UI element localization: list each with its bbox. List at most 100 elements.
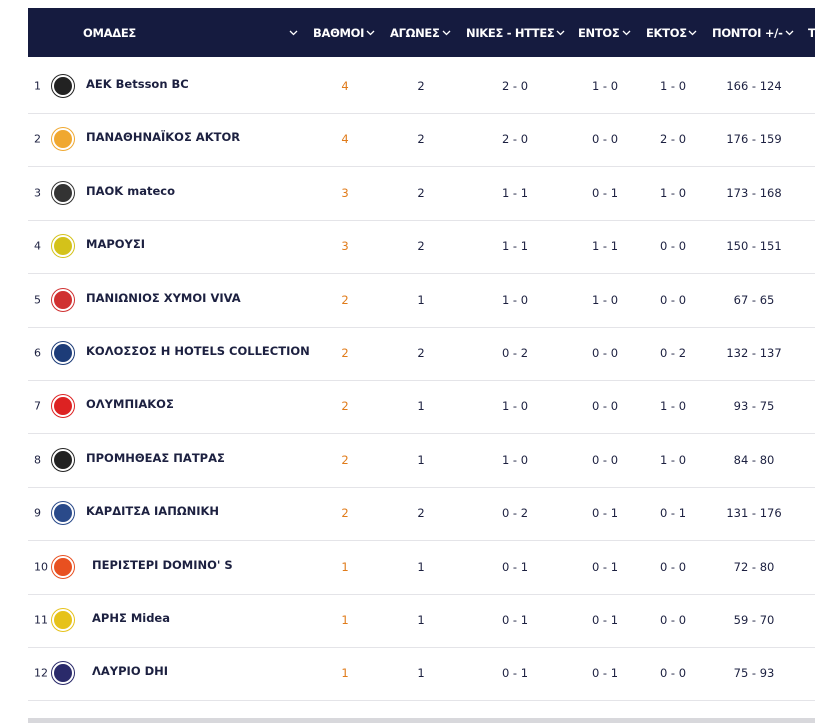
points: 2 [341,346,349,360]
stat: 0 - 1 [591,613,619,627]
rank: 2 [34,132,41,146]
rank: 11 [34,613,48,627]
column-header[interactable]: ΑΓΩΝΕΣ [390,26,440,40]
stat: 2 - 0 [659,132,687,147]
stat: 173 - 168 [726,185,782,200]
stat: 0 - 1 [591,185,619,200]
team-name[interactable]: ΟΛΥΜΠΙΑΚΟΣ [86,397,174,412]
scrollbar [28,718,815,723]
rank: 4 [34,239,41,253]
sort-chevron[interactable] [556,30,565,36]
sort-chevron[interactable] [366,30,375,36]
rank: 12 [34,666,48,680]
team-logo [52,555,74,578]
sort-chevron[interactable] [289,30,298,36]
team-name[interactable]: ΠΑΝΑΘΗΝΑΪΚΟΣ AKTOR [86,130,241,145]
stat: 131 - 176 [726,506,782,521]
stat: 1 [417,292,425,307]
sort-chevron[interactable] [785,30,794,36]
stat: 1 [417,613,425,627]
stat: 0 - 0 [591,346,619,360]
stat: 1 - 0 [591,79,619,93]
team-name[interactable]: ΑΡΗΣ Midea [92,611,170,625]
stat: 84 - 80 [733,452,775,467]
points: 3 [341,185,349,200]
rank: 6 [34,346,41,360]
points: 4 [341,132,349,147]
team-logo [52,181,74,204]
team-logo [52,288,74,311]
column-header[interactable]: ΠΟΝΤΟΙ +/- [712,26,783,40]
sort-chevron[interactable] [442,30,451,36]
stat: 67 - 65 [733,292,775,307]
stat: 0 - 0 [659,666,687,681]
row-divider [28,433,815,435]
column-header[interactable]: ΟΜΑΔΕΣ [83,26,136,40]
stat: 0 - 0 [591,452,619,467]
sort-chevron[interactable] [622,30,631,36]
stat: 0 - 1 [659,506,687,521]
stat: 0 - 0 [591,399,619,414]
row-divider [28,326,815,328]
row-divider [28,593,815,595]
sort-chevron[interactable] [688,30,697,36]
column-header[interactable]: ΝΙΚΕΣ - ΗΤΤΕΣ [466,26,555,40]
stat: 1 - 0 [591,292,619,307]
stat: 1 - 0 [501,292,529,307]
row-divider [28,273,815,275]
team-name[interactable]: ΜΑΡΟΥΣΙ [86,237,146,252]
column-header[interactable]: ΒΑΘΜΟΙ [313,26,365,40]
stat: 93 - 75 [733,399,775,414]
team-name[interactable]: ΠΡΟΜΗΘΕΑΣ ΠΑΤΡΑΣ [86,450,225,465]
stat: 1 [417,452,425,467]
team-logo [52,342,74,364]
rank: 5 [34,293,41,307]
team-name[interactable]: ΛΑΥΡΙΟ DHI [92,664,169,679]
team-logo [52,502,74,525]
points: 2 [341,452,349,467]
stat: 2 - 0 [501,132,529,147]
row-divider [28,113,815,114]
team-logo [52,395,74,418]
rank: 3 [34,186,41,200]
points: 3 [341,239,349,254]
stat: 0 - 1 [591,666,619,681]
team-logo [52,235,74,258]
stat: 1 - 1 [501,185,529,200]
stat: 1 - 0 [501,399,529,414]
row-divider [28,540,815,542]
row-divider [28,219,815,221]
column-header[interactable]: ΕΝΤΟΣ [578,26,620,40]
team-name[interactable]: ΠΑΝΙΩΝΙΟΣ ΧΥΜΟΙ VIVA [86,290,241,305]
stat: 1 [417,559,425,574]
stat: 2 [417,506,425,521]
stat: 0 - 0 [659,613,687,627]
team-name[interactable]: AEK Betsson BC [86,77,189,91]
rank: 7 [34,399,41,413]
stat: 2 [417,132,425,147]
stat: 0 - 0 [659,559,687,574]
column-header[interactable]: Τ [808,26,815,40]
row-divider [28,647,815,648]
rank: 1 [34,79,41,93]
stat: 0 - 2 [501,346,529,360]
stat: 0 - 1 [591,559,619,574]
stat: 150 - 151 [726,239,782,254]
team-name[interactable]: ΚΑΡΔΙΤΣΑ ΙΑΠΩΝΙΚΗ [86,504,220,519]
stat: 0 - 0 [659,292,687,307]
stat: 1 - 0 [501,452,529,467]
team-name[interactable]: ΠΑΟΚ mateco [86,183,175,198]
stat: 72 - 80 [733,559,775,574]
points: 1 [341,613,349,627]
team-name[interactable]: ΚΟΛΟΣΣΟΣ H HOTELS COLLECTION [86,344,310,358]
rank: 8 [34,453,41,467]
column-header[interactable]: ΕΚΤΟΣ [646,26,687,40]
team-logo [52,662,74,685]
team-name[interactable]: ΠΕΡΙΣΤΕΡΙ DOMINO' S [92,557,233,572]
stat: 1 [417,399,425,414]
stat: 1 - 1 [591,239,619,254]
stat: 1 [417,666,425,681]
team-logo [52,75,74,97]
stat: 132 - 137 [726,346,782,360]
stat: 2 [417,79,425,93]
